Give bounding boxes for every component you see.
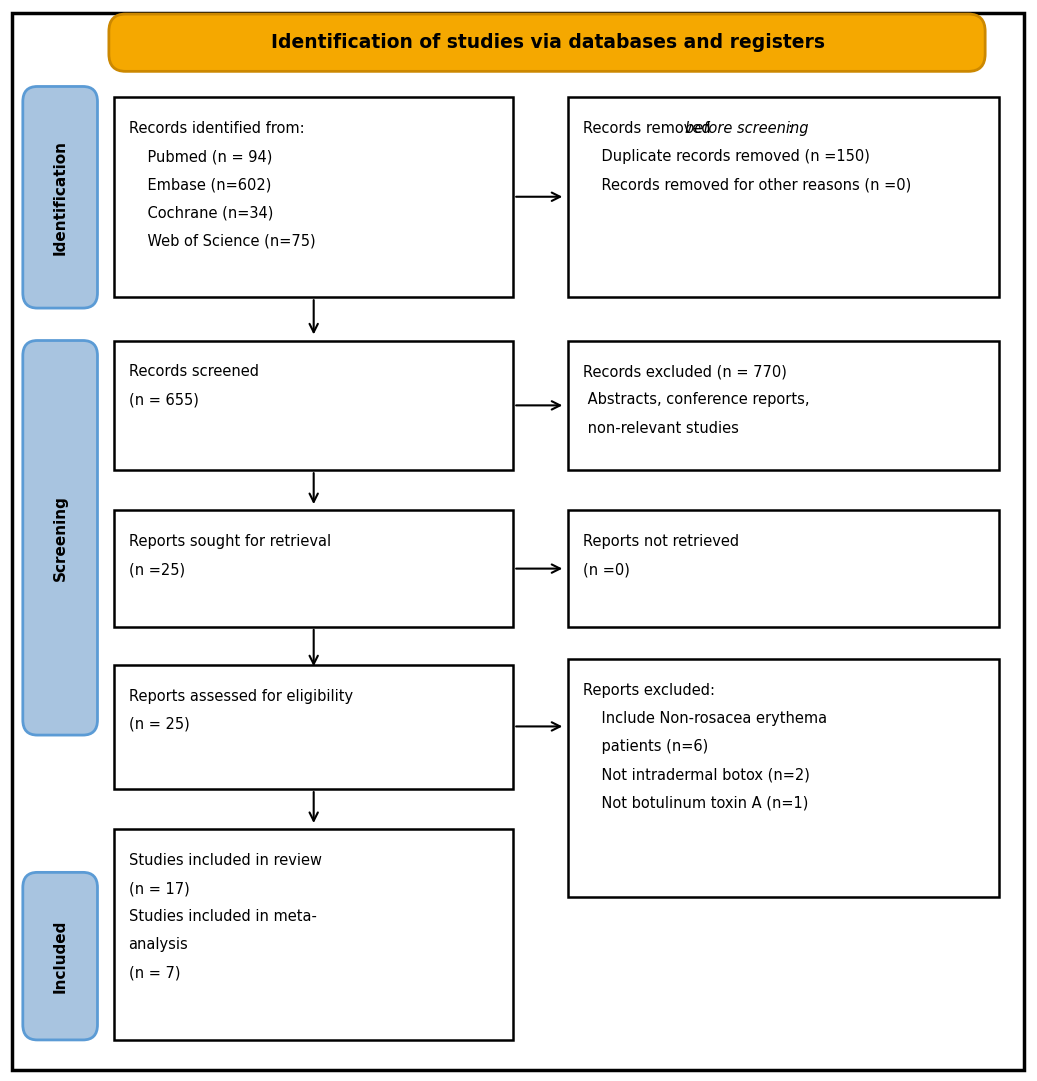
Text: Records excluded (n = 770): Records excluded (n = 770) — [583, 364, 787, 379]
FancyBboxPatch shape — [114, 665, 513, 789]
Text: Include Non-rosacea erythema: Include Non-rosacea erythema — [583, 711, 826, 726]
Text: Abstracts, conference reports,: Abstracts, conference reports, — [583, 392, 809, 408]
FancyBboxPatch shape — [114, 341, 513, 470]
Text: Identification of studies via databases and registers: Identification of studies via databases … — [271, 34, 824, 52]
Text: Reports assessed for eligibility: Reports assessed for eligibility — [129, 689, 353, 704]
Text: patients (n=6): patients (n=6) — [583, 739, 708, 755]
Text: Records screened: Records screened — [129, 364, 258, 379]
FancyBboxPatch shape — [23, 341, 97, 735]
Text: Web of Science (n=75): Web of Science (n=75) — [129, 233, 315, 249]
FancyBboxPatch shape — [12, 13, 1024, 1070]
FancyBboxPatch shape — [114, 829, 513, 1040]
Text: (n =25): (n =25) — [129, 562, 185, 577]
Text: Duplicate records removed (n =150): Duplicate records removed (n =150) — [583, 149, 870, 164]
FancyBboxPatch shape — [568, 341, 999, 470]
FancyBboxPatch shape — [568, 659, 999, 897]
Text: (n = 655): (n = 655) — [129, 392, 198, 408]
Text: (n = 17): (n = 17) — [129, 881, 190, 896]
Text: Reports not retrieved: Reports not retrieved — [583, 534, 739, 549]
Text: non-relevant studies: non-relevant studies — [583, 421, 738, 436]
Text: Studies included in meta-: Studies included in meta- — [129, 909, 316, 924]
Text: Studies included in review: Studies included in review — [129, 853, 321, 868]
Text: :: : — [787, 121, 792, 136]
FancyBboxPatch shape — [114, 510, 513, 627]
FancyBboxPatch shape — [23, 872, 97, 1040]
Text: Records removed: Records removed — [583, 121, 716, 136]
Text: before screening: before screening — [684, 121, 808, 136]
FancyBboxPatch shape — [109, 14, 985, 71]
Text: Embase (n=602): Embase (n=602) — [129, 177, 271, 192]
FancyBboxPatch shape — [568, 97, 999, 297]
Text: Pubmed (n = 94): Pubmed (n = 94) — [129, 149, 272, 164]
Text: analysis: analysis — [129, 937, 189, 952]
Text: Reports excluded:: Reports excluded: — [583, 683, 714, 698]
Text: (n = 25): (n = 25) — [129, 717, 190, 732]
FancyBboxPatch shape — [114, 97, 513, 297]
Text: (n = 7): (n = 7) — [129, 965, 180, 980]
Text: Reports sought for retrieval: Reports sought for retrieval — [129, 534, 331, 549]
Text: Included: Included — [53, 920, 67, 992]
Text: Identification: Identification — [53, 139, 67, 255]
Text: (n =0): (n =0) — [583, 562, 629, 577]
Text: Not intradermal botox (n=2): Not intradermal botox (n=2) — [583, 768, 810, 783]
FancyBboxPatch shape — [568, 510, 999, 627]
Text: Screening: Screening — [53, 495, 67, 580]
Text: Records removed for other reasons (n =0): Records removed for other reasons (n =0) — [583, 177, 912, 192]
Text: Not botulinum toxin A (n=1): Not botulinum toxin A (n=1) — [583, 796, 808, 811]
Text: Cochrane (n=34): Cochrane (n=34) — [129, 205, 273, 221]
FancyBboxPatch shape — [23, 86, 97, 308]
Text: Records identified from:: Records identified from: — [129, 121, 304, 136]
